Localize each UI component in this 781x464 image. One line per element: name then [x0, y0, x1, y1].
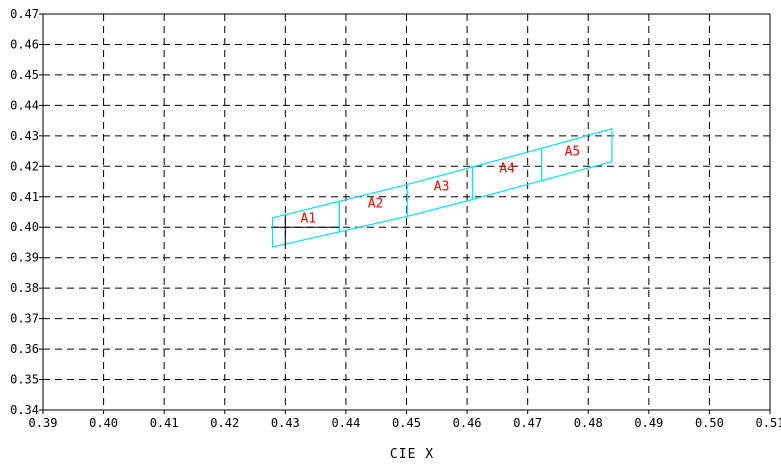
- x-tick-label: 0.48: [574, 416, 603, 430]
- x-tick-label: 0.42: [210, 416, 239, 430]
- x-tick-label: 0.43: [271, 416, 300, 430]
- bin-a3-label: A3: [434, 179, 450, 194]
- y-tick-label: 0.40: [10, 220, 39, 234]
- x-tick-label: 0.45: [392, 416, 421, 430]
- bins: A1 A2 A3 A4 A5: [272, 128, 613, 248]
- y-tick-label: 0.47: [10, 7, 39, 21]
- bin-a1-label: A1: [300, 212, 316, 227]
- x-axis-label: CIE X: [390, 447, 434, 462]
- y-tick-label: 0.35: [10, 373, 39, 387]
- x-tick-label: 0.46: [453, 416, 482, 430]
- y-tick-label: 0.38: [10, 281, 39, 295]
- bin-a5-label: A5: [565, 144, 581, 159]
- x-tick-label: 0.49: [634, 416, 663, 430]
- y-tick-label: 0.44: [10, 98, 39, 112]
- y-tick-label: 0.42: [10, 159, 39, 173]
- y-tick-label: 0.37: [10, 312, 39, 326]
- x-tick-label: 0.40: [89, 416, 118, 430]
- bin-a5-outline: [540, 128, 613, 182]
- x-tick-label: 0.47: [513, 416, 542, 430]
- y-tick-label: 0.36: [10, 342, 39, 356]
- plot-frame: [42, 13, 771, 411]
- grid: [39, 13, 771, 414]
- y-tick-label: 0.39: [10, 251, 39, 265]
- marker: [272, 215, 340, 247]
- x-tick-label: 0.51: [756, 416, 781, 430]
- y-tick-label: 0.45: [10, 68, 39, 82]
- x-tick-label: 0.41: [150, 416, 179, 430]
- bin-a4-label: A4: [499, 161, 515, 176]
- y-tick-label: 0.43: [10, 129, 39, 143]
- y-tick-label: 0.34: [10, 403, 39, 417]
- x-tick-label: 0.50: [695, 416, 724, 430]
- x-tick-label: 0.39: [29, 416, 58, 430]
- tick-labels: 0.39 0.40 0.41 0.42 0.43 0.44 0.45 0.46 0.47 0.48…: [10, 7, 781, 430]
- bin-a2-label: A2: [368, 196, 384, 211]
- x-tick-label: 0.44: [331, 416, 360, 430]
- y-tick-label: 0.46: [10, 37, 39, 51]
- y-tick-label: 0.41: [10, 190, 39, 204]
